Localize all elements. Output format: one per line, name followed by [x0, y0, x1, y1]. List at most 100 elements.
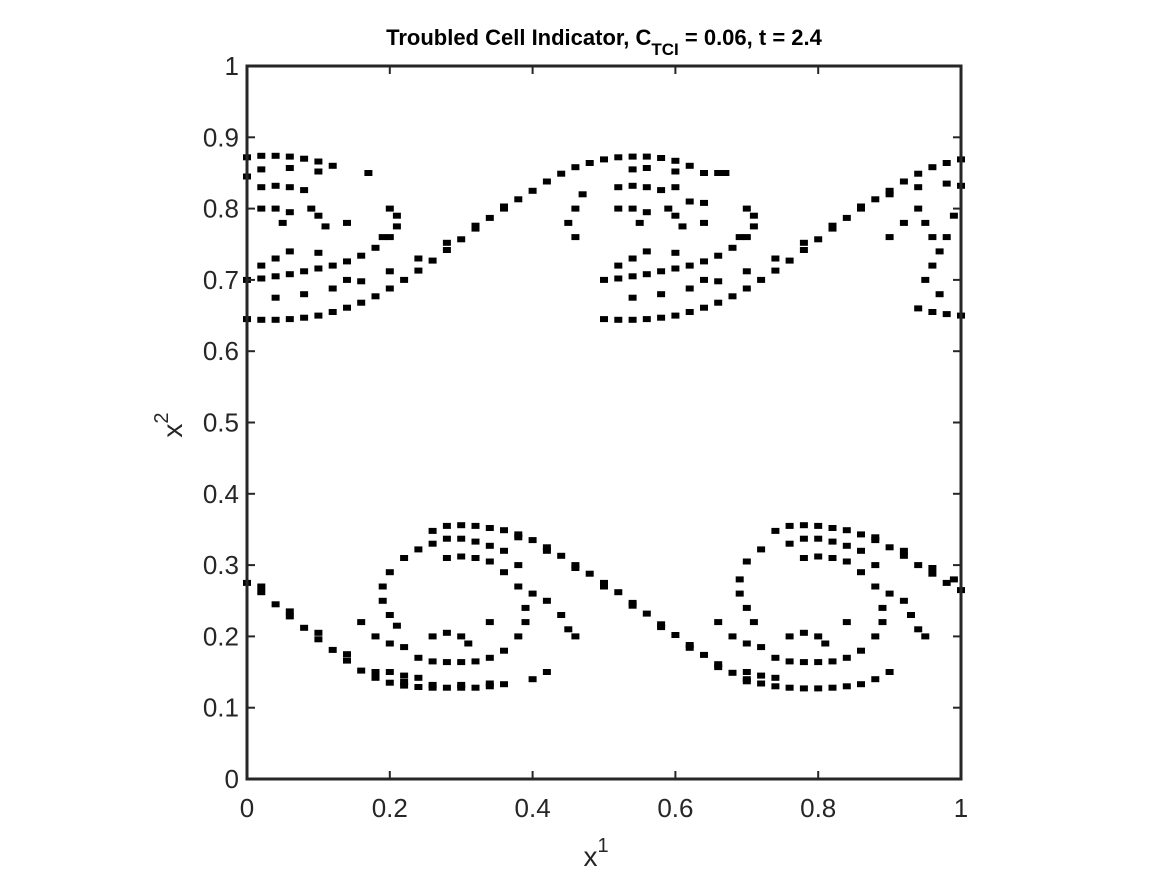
data-point	[642, 316, 651, 323]
data-point	[385, 640, 394, 647]
y-tick-label: 0.6	[203, 336, 239, 366]
x-tick-label: 0.8	[800, 793, 836, 823]
data-point	[671, 312, 680, 319]
data-point	[857, 203, 865, 210]
data-point	[814, 633, 823, 640]
data-point	[285, 248, 294, 255]
data-point	[628, 166, 637, 173]
data-point	[842, 619, 851, 626]
data-point	[542, 547, 551, 554]
data-point	[457, 522, 466, 529]
data-point	[600, 316, 608, 323]
data-point	[714, 299, 723, 306]
data-point	[664, 205, 673, 212]
data-point	[314, 249, 323, 256]
data-point	[735, 590, 744, 597]
data-point	[414, 267, 423, 274]
data-point	[642, 165, 651, 171]
data-point	[657, 624, 666, 631]
data-point	[942, 180, 951, 187]
data-point	[428, 658, 437, 665]
data-point	[942, 579, 951, 586]
data-point	[749, 223, 758, 230]
data-point	[671, 157, 680, 164]
data-point	[471, 222, 480, 229]
data-point	[271, 601, 280, 608]
data-point	[464, 640, 473, 647]
data-point	[749, 212, 758, 219]
data-point	[285, 271, 294, 278]
data-point	[657, 268, 666, 275]
y-tick-label: 0.7	[203, 265, 239, 295]
data-point	[414, 546, 423, 553]
data-point	[757, 546, 766, 553]
data-point	[600, 276, 608, 283]
data-point	[685, 262, 694, 269]
data-point	[328, 646, 337, 653]
data-point	[742, 205, 751, 212]
data-point	[257, 275, 266, 282]
data-point	[314, 265, 323, 272]
x-tick-labels: 0 0.2 0.4 0.6 0.8 1	[240, 793, 968, 823]
data-point	[400, 276, 409, 283]
data-point	[542, 544, 551, 551]
data-point	[671, 632, 680, 638]
data-point	[514, 562, 523, 569]
data-point	[814, 659, 823, 666]
data-point	[878, 604, 887, 611]
data-point	[614, 275, 623, 282]
data-point	[871, 676, 880, 683]
data-point	[457, 236, 466, 243]
data-point	[271, 273, 280, 280]
data-point	[585, 570, 594, 577]
data-point	[700, 651, 708, 658]
data-point	[642, 209, 651, 216]
data-point	[728, 293, 737, 300]
data-point	[300, 268, 309, 275]
data-point	[785, 522, 794, 529]
data-point	[442, 629, 451, 636]
data-point	[328, 162, 337, 169]
data-point	[471, 555, 480, 561]
data-point	[742, 604, 751, 611]
data-point	[671, 249, 680, 256]
data-point	[514, 196, 523, 203]
data-point	[600, 579, 608, 586]
data-point	[842, 542, 851, 549]
data-point	[914, 184, 923, 191]
data-point	[899, 547, 908, 554]
data-point	[635, 219, 644, 226]
data-point	[471, 522, 480, 529]
data-point	[285, 608, 294, 615]
x-axis-label-sup: 1	[597, 835, 608, 857]
data-point	[457, 633, 466, 640]
data-point	[385, 612, 394, 618]
data-point	[392, 212, 401, 219]
data-point	[742, 558, 751, 565]
data-point	[300, 314, 309, 321]
data-point	[285, 209, 294, 216]
data-point	[614, 316, 623, 323]
data-point	[628, 294, 637, 301]
data-point	[528, 537, 537, 544]
data-point	[657, 155, 666, 161]
data-point	[343, 276, 351, 283]
data-point	[728, 244, 737, 251]
data-point	[257, 589, 266, 596]
data-point	[914, 562, 923, 569]
data-point	[871, 562, 880, 569]
data-point	[414, 255, 423, 262]
data-point	[899, 178, 908, 185]
data-point	[392, 622, 401, 629]
data-point	[700, 304, 708, 311]
data-point	[799, 685, 808, 692]
data-point	[400, 672, 409, 679]
data-point	[949, 212, 958, 219]
data-point	[542, 178, 551, 185]
data-point	[378, 597, 387, 604]
data-point	[828, 684, 837, 691]
data-point	[314, 168, 323, 175]
data-point	[314, 158, 323, 165]
data-point	[500, 527, 508, 534]
data-point	[300, 624, 309, 631]
